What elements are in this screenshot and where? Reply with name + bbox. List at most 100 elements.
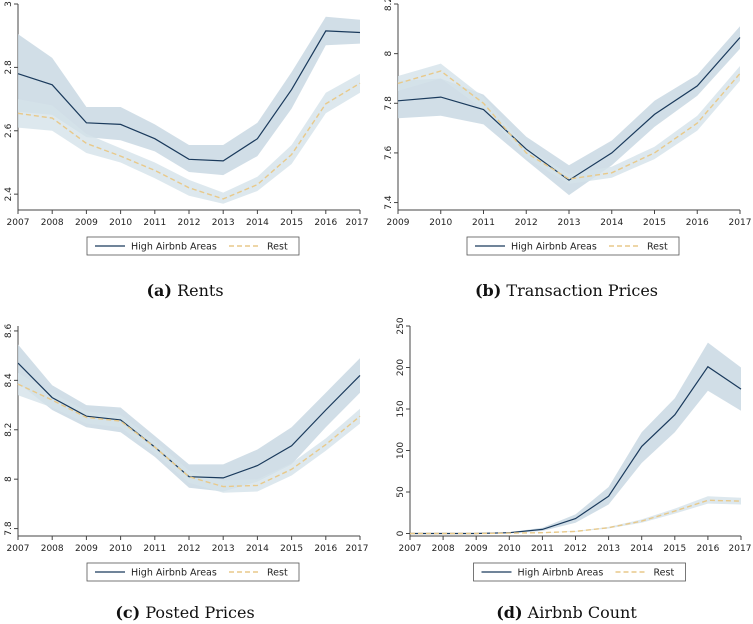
x-tick-label: 2007 bbox=[399, 544, 422, 554]
chart-rents: 2.4 2.6 2.8 3 2007 2008 2009 2010 2011 2012 2013 20… bbox=[4, 1, 368, 256]
x-tick-label: 2010 bbox=[109, 544, 132, 554]
y-tick-label: 8.4 bbox=[4, 373, 14, 388]
x-tick-label: 2010 bbox=[109, 218, 132, 228]
chart-panel-rents: 2.4 2.6 2.8 3 2007 2008 2009 2010 2011 2012 2013 20… bbox=[0, 0, 370, 269]
x-tick-label: 2012 bbox=[178, 218, 201, 228]
y-tick-label: 8 bbox=[384, 51, 394, 57]
series-line-rest bbox=[397, 70, 741, 180]
legend-label-rest: Rest bbox=[654, 568, 675, 579]
caption-text: Posted Prices bbox=[145, 603, 255, 622]
x-tick-label: 2011 bbox=[143, 218, 166, 228]
series-line-high-airbnb bbox=[397, 37, 741, 181]
chart-panel-airbnb-count: 0 50 100 150 200 250 2007 2008 2009 2010 2011 2012 2… bbox=[380, 317, 753, 592]
x-tick-label: 2011 bbox=[472, 218, 495, 228]
x-tick-label: 2014 bbox=[630, 544, 653, 554]
y-tick-label: 7.8 bbox=[384, 96, 394, 111]
legend-label-rest: Rest bbox=[267, 568, 288, 579]
x-tick-label: 2013 bbox=[212, 544, 235, 554]
x-tick-label: 2013 bbox=[597, 544, 620, 554]
y-tick-label: 200 bbox=[396, 359, 406, 376]
x-tick-label: 2014 bbox=[246, 218, 269, 228]
caption-letter: (a) bbox=[146, 281, 172, 300]
caption-text: Airbnb Count bbox=[527, 603, 637, 622]
confidence-band-high-airbnb bbox=[18, 16, 360, 176]
y-tick-label: 2.8 bbox=[4, 60, 14, 75]
x-tick-label: 2014 bbox=[246, 544, 269, 554]
y-tick-label: 7.4 bbox=[384, 195, 394, 210]
caption-posted-prices: (c) Posted Prices bbox=[0, 603, 370, 622]
y-tick-label: 250 bbox=[396, 318, 406, 335]
y-tick-label: 8.6 bbox=[4, 324, 14, 339]
legend-label-rest: Rest bbox=[267, 242, 288, 253]
caption-letter: (d) bbox=[496, 603, 523, 622]
x-tick-label: 2016 bbox=[314, 544, 337, 554]
series-line-high-airbnb bbox=[410, 365, 742, 535]
chart-posted-prices: 7.8 8 8.2 8.4 8.6 2007 2008 2009 2010 2011 2012 201… bbox=[4, 324, 369, 582]
y-tick-label: 0 bbox=[396, 530, 406, 536]
confidence-band-rest bbox=[398, 63, 740, 184]
chart-panel-transaction-prices: 7.4 7.6 7.8 8 8.2 2009 2010 2011 2012 2013 2014 201… bbox=[380, 0, 753, 269]
x-tick-label: 2009 bbox=[387, 218, 410, 228]
y-tick-label: 8.2 bbox=[384, 0, 394, 11]
series-line-rest bbox=[17, 383, 361, 488]
x-tick-label: 2009 bbox=[465, 544, 488, 554]
y-tick-label: 3 bbox=[4, 1, 14, 7]
caption-letter: (b) bbox=[474, 281, 502, 300]
y-tick-label: 100 bbox=[396, 442, 406, 459]
x-tick-label: 2017 bbox=[729, 544, 752, 554]
confidence-band-rest bbox=[410, 496, 741, 534]
caption-letter: (c) bbox=[115, 603, 141, 622]
legend-label-rest: Rest bbox=[647, 242, 668, 253]
y-tick-label: 150 bbox=[396, 400, 406, 417]
x-tick-label: 2010 bbox=[429, 218, 452, 228]
y-tick-label: 50 bbox=[396, 486, 406, 498]
x-tick-label: 2008 bbox=[432, 544, 455, 554]
x-tick-label: 2009 bbox=[75, 218, 98, 228]
series-line-high-airbnb bbox=[17, 362, 361, 479]
x-tick-label: 2012 bbox=[178, 544, 201, 554]
legend-label-high-airbnb: High Airbnb Areas bbox=[131, 568, 217, 579]
legend-box bbox=[86, 562, 300, 582]
confidence-band-high-airbnb bbox=[398, 26, 740, 196]
x-tick-label: 2012 bbox=[515, 218, 538, 228]
caption-airbnb-count: (d) Airbnb Count bbox=[380, 603, 753, 622]
legend-label-high-airbnb: High Airbnb Areas bbox=[511, 242, 597, 253]
chart-panel-posted-prices: 7.8 8 8.2 8.4 8.6 2007 2008 2009 2010 2011 2012 201… bbox=[0, 318, 370, 592]
x-tick-label: 2010 bbox=[498, 544, 521, 554]
caption-text: Rents bbox=[177, 281, 224, 300]
x-tick-label: 2007 bbox=[7, 218, 30, 228]
legend-box bbox=[466, 236, 680, 256]
y-tick-label: 7.6 bbox=[384, 145, 394, 160]
confidence-band-high-airbnb bbox=[410, 342, 741, 534]
x-tick-label: 2015 bbox=[663, 544, 686, 554]
y-tick-label: 7.8 bbox=[4, 521, 14, 536]
x-tick-label: 2016 bbox=[686, 218, 709, 228]
confidence-band-high-airbnb bbox=[18, 344, 360, 492]
series-line-high-airbnb bbox=[17, 30, 361, 162]
x-tick-label: 2008 bbox=[41, 544, 64, 554]
y-tick-label: 8.2 bbox=[4, 423, 14, 437]
x-tick-label: 2011 bbox=[143, 544, 166, 554]
x-tick-label: 2015 bbox=[280, 218, 303, 228]
chart-transaction-prices: 7.4 7.6 7.8 8 8.2 2009 2010 2011 2012 2013 2014 201… bbox=[384, 0, 752, 256]
caption-transaction-prices: (b) Transaction Prices bbox=[380, 281, 753, 300]
x-tick-label: 2008 bbox=[41, 218, 64, 228]
x-tick-label: 2015 bbox=[280, 544, 303, 554]
x-tick-label: 2017 bbox=[729, 218, 752, 228]
legend-box bbox=[473, 562, 686, 582]
x-tick-label: 2012 bbox=[564, 544, 587, 554]
chart-airbnb-count: 0 50 100 150 200 250 2007 2008 2009 2010 2011 2012 2… bbox=[396, 317, 752, 582]
x-tick-label: 2015 bbox=[643, 218, 666, 228]
x-tick-label: 2007 bbox=[7, 544, 30, 554]
x-tick-label: 2013 bbox=[558, 218, 581, 228]
x-tick-label: 2009 bbox=[75, 544, 98, 554]
y-tick-label: 2.6 bbox=[4, 123, 14, 138]
y-tick-label: 2.4 bbox=[4, 187, 14, 202]
x-tick-label: 2016 bbox=[696, 544, 719, 554]
series-line-rest bbox=[17, 82, 361, 200]
x-tick-label: 2011 bbox=[531, 544, 554, 554]
legend-label-high-airbnb: High Airbnb Areas bbox=[131, 242, 217, 253]
x-tick-label: 2017 bbox=[346, 544, 369, 554]
x-tick-label: 2013 bbox=[212, 218, 235, 228]
caption-text: Transaction Prices bbox=[506, 281, 659, 300]
